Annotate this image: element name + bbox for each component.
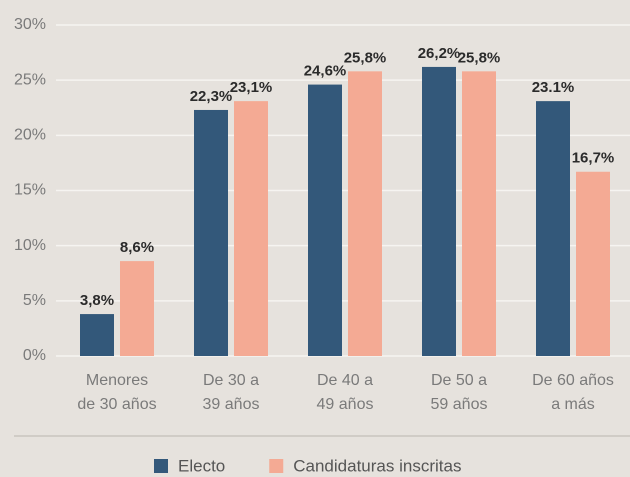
data-label: 8,6% — [120, 239, 154, 256]
bar — [308, 84, 342, 356]
x-tick-label: 59 años — [431, 396, 488, 413]
bar — [536, 101, 570, 356]
legend-label: Electo — [178, 456, 225, 475]
y-tick-label: 10% — [14, 237, 46, 254]
y-tick-label: 25% — [14, 71, 46, 88]
x-tick-label: 39 años — [203, 396, 260, 413]
data-label: 25,8% — [344, 49, 387, 66]
y-tick-label: 0% — [23, 347, 46, 364]
x-tick-label: Menores — [86, 372, 148, 389]
bar — [194, 109, 228, 356]
bar — [462, 71, 496, 356]
legend-label: Candidaturas inscritas — [293, 456, 461, 475]
y-tick-label: 5% — [23, 292, 46, 309]
x-tick-label: 49 años — [317, 396, 374, 413]
bar — [120, 261, 154, 356]
x-tick-label: de 30 años — [77, 396, 156, 413]
bar — [80, 314, 114, 356]
bar — [576, 171, 610, 356]
x-tick-label: De 30 a — [203, 372, 259, 389]
y-tick-label: 20% — [14, 127, 46, 144]
x-tick-label: a más — [551, 396, 595, 413]
data-label: 26,2% — [418, 45, 461, 62]
x-tick-label: De 40 a — [317, 372, 373, 389]
data-label: 3,8% — [80, 292, 114, 309]
data-label: 22,3% — [190, 88, 233, 105]
data-label: 23,1% — [230, 79, 273, 96]
legend-swatch — [269, 459, 284, 473]
data-label: 23.1% — [532, 79, 575, 96]
legend-swatch — [154, 459, 168, 473]
y-tick-label: 30% — [14, 16, 46, 33]
bar — [234, 101, 268, 356]
x-tick-label: De 60 años — [532, 372, 614, 389]
data-label: 25,8% — [458, 49, 501, 66]
data-label: 24,6% — [304, 63, 347, 80]
y-tick-label: 15% — [14, 182, 46, 199]
data-label: 16,7% — [572, 150, 615, 167]
x-tick-label: De 50 a — [431, 372, 487, 389]
bar — [422, 66, 456, 356]
bar — [348, 71, 382, 356]
